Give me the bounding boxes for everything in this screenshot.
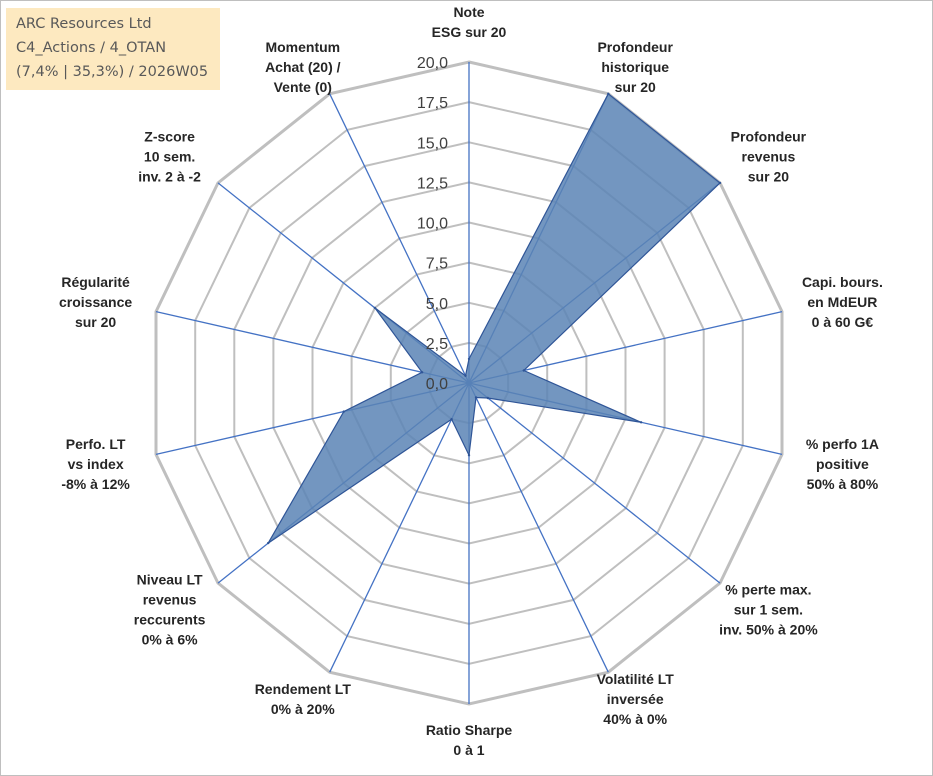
- axis-label-5-line-2: inv. 50% à 20%: [719, 621, 818, 637]
- axis-label-8: Rendement LT 0% à 20%: [255, 681, 352, 717]
- spoke-6: [468, 382, 609, 673]
- axis-label-3: Capi. bours. en MdEUR 0 à 60 G€: [802, 274, 883, 330]
- axis-label-7: Ratio Sharpe 0 à 1: [426, 722, 513, 758]
- axis-label-6: Volatilité LT inversée 40% à 0%: [597, 671, 675, 727]
- axis-label-0: Note ESG sur 20: [432, 4, 507, 40]
- data-point-4: [639, 421, 643, 424]
- axis-label-13-line-1: Achat (20) /: [265, 59, 341, 75]
- portfolio-category: C4_Actions / 4_OTAN: [16, 40, 167, 56]
- axis-label-5: % perte max. sur 1 sem. inv. 50% à 20%: [719, 581, 818, 637]
- data-point-12: [373, 306, 377, 310]
- spoke-13: [329, 93, 470, 384]
- performance-week: (7,4% | 35,3%) / 2026W05: [16, 64, 209, 80]
- data-point-1: [607, 92, 610, 96]
- spoke-11: [155, 310, 470, 384]
- axis-label-8-line-0: Rendement LT: [255, 681, 352, 697]
- axis-label-12: Z-score 10 sem. inv. 2 à -2: [138, 129, 201, 185]
- data-point-6: [474, 396, 478, 399]
- axis-label-1: Profondeur historique sur 20: [597, 39, 673, 95]
- axis-label-1-line-1: historique: [601, 59, 669, 75]
- axis-label-1-line-2: sur 20: [615, 79, 656, 95]
- axis-label-3-line-0: Capi. bours.: [802, 274, 883, 290]
- tick-label-7: 17,5: [417, 95, 448, 112]
- axis-label-12-line-2: inv. 2 à -2: [138, 169, 201, 185]
- axis-label-0-line-1: ESG sur 20: [432, 24, 507, 40]
- spoke-8: [329, 382, 470, 673]
- tick-label-5: 12,5: [417, 175, 448, 192]
- axis-label-10-line-1: vs index: [68, 456, 124, 472]
- axis-label-12-line-1: 10 sem.: [144, 149, 195, 165]
- tick-label-2: 5,0: [426, 296, 448, 313]
- radar-axis-labels: Note ESG sur 20 Profondeur historique sur 20…: [59, 4, 883, 758]
- series-area: [267, 92, 721, 544]
- radar-series: [267, 92, 722, 545]
- axis-label-2-line-1: revenus: [742, 149, 796, 165]
- data-point-11: [420, 371, 424, 374]
- axis-label-12-line-0: Z-score: [144, 129, 195, 145]
- axis-label-3-line-2: 0 à 60 G€: [812, 314, 874, 330]
- data-point-2: [718, 181, 722, 185]
- axis-label-13-line-2: Vente (0): [274, 79, 332, 95]
- axis-label-4: % perfo 1A positive 50% à 80%: [806, 436, 879, 492]
- data-point-9: [267, 541, 270, 545]
- axis-label-11-line-2: sur 20: [75, 314, 116, 330]
- radar-tick-labels: 0,0 2,5 5,0 7,5 10,0 12,5 15,0 17,5 20,0: [417, 55, 448, 393]
- axis-label-10-line-2: -8% à 12%: [61, 476, 130, 492]
- axis-label-11-line-1: croissance: [59, 294, 132, 310]
- axis-label-9: Niveau LT revenus reccurents 0% à 6%: [134, 571, 206, 647]
- axis-label-10: Perfo. LT vs index -8% à 12%: [61, 436, 130, 492]
- axis-label-4-line-2: 50% à 80%: [807, 476, 879, 492]
- axis-label-2-line-0: Profondeur: [731, 129, 807, 145]
- axis-label-0-line-0: Note: [453, 4, 484, 20]
- axis-label-7-line-1: 0 à 1: [453, 742, 484, 758]
- data-point-3: [522, 369, 525, 372]
- axis-label-6-line-2: 40% à 0%: [603, 711, 667, 727]
- data-point-0: [467, 357, 471, 361]
- data-point-8: [450, 418, 453, 421]
- axis-label-1-line-0: Profondeur: [597, 39, 673, 55]
- axis-label-11-line-0: Régularité: [61, 274, 130, 290]
- axis-label-3-line-1: en MdEUR: [807, 294, 877, 310]
- axis-label-5-line-1: sur 1 sem.: [734, 601, 803, 617]
- axis-label-7-line-0: Ratio Sharpe: [426, 722, 513, 738]
- data-point-7: [467, 454, 471, 457]
- axis-label-9-line-2: reccurents: [134, 611, 206, 627]
- axis-label-2: Profondeur revenus sur 20: [731, 129, 807, 185]
- tick-label-3: 7,5: [426, 256, 448, 273]
- axis-label-2-line-2: sur 20: [748, 169, 789, 185]
- data-point-10: [342, 410, 345, 413]
- tick-label-0: 0,0: [426, 376, 448, 393]
- axis-label-11: Régularité croissance sur 20: [59, 274, 132, 330]
- axis-label-6-line-1: inversée: [607, 691, 664, 707]
- spoke-5: [468, 382, 721, 584]
- tick-label-6: 15,0: [417, 135, 448, 152]
- axis-label-8-line-1: 0% à 20%: [271, 701, 335, 717]
- tick-label-8: 20,0: [417, 55, 448, 72]
- company-name: ARC Resources Ltd: [16, 16, 152, 32]
- tick-label-1: 2,5: [426, 336, 448, 353]
- axis-label-9-line-0: Niveau LT: [137, 571, 203, 587]
- info-box: ARC Resources Ltd C4_Actions / 4_OTAN (7…: [6, 8, 220, 90]
- axis-label-13-line-0: Momentum: [265, 39, 340, 55]
- data-point-13: [464, 374, 467, 377]
- axis-label-10-line-0: Perfo. LT: [66, 436, 126, 452]
- axis-label-9-line-1: revenus: [143, 591, 197, 607]
- tick-label-4: 10,0: [417, 216, 448, 233]
- axis-label-13: Momentum Achat (20) / Vente (0): [265, 39, 341, 95]
- axis-label-9-line-3: 0% à 6%: [142, 631, 199, 647]
- axis-label-4-line-1: positive: [816, 456, 869, 472]
- axis-label-4-line-0: % perfo 1A: [806, 436, 879, 452]
- axis-label-6-line-0: Volatilité LT: [597, 671, 675, 687]
- axis-label-5-line-0: % perte max.: [725, 581, 811, 597]
- data-point-5: [486, 396, 489, 400]
